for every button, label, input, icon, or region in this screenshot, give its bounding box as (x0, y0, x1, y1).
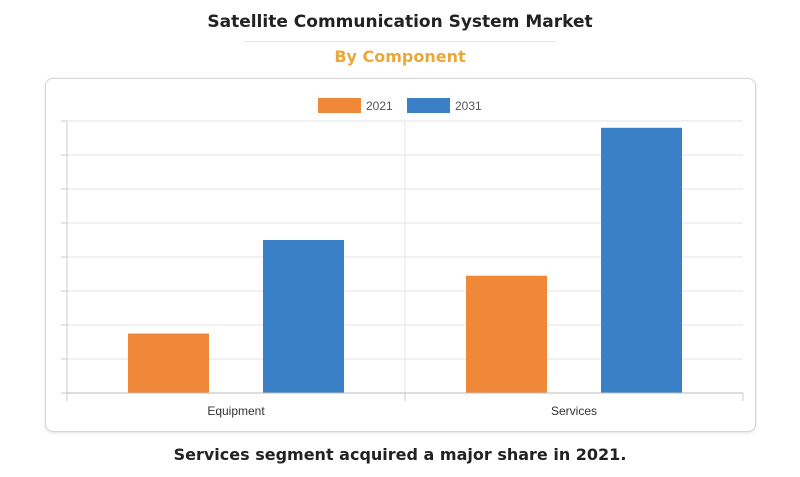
bar-equipment-2031 (263, 240, 344, 393)
bar-services-2021 (466, 275, 547, 393)
axes: Equipment Services (61, 120, 744, 418)
page-title: Satellite Communication System Market (207, 12, 593, 32)
legend: 2021 2031 (318, 98, 482, 113)
bar-services-2031 (601, 127, 682, 394)
bar-equipment-2021 (128, 333, 209, 393)
x-tick-label: Services (551, 404, 597, 418)
chart-card: Equipment Services 2021 2031 (45, 78, 756, 432)
legend-label-2021: 2021 (366, 99, 393, 113)
legend-swatch-2021 (318, 98, 361, 113)
page-subtitle: By Component (334, 47, 466, 66)
title-divider (244, 41, 556, 42)
legend-swatch-2031 (407, 98, 450, 113)
legend-label-2031: 2031 (455, 99, 482, 113)
bars (128, 127, 682, 394)
page-caption: Services segment acquired a major share … (173, 445, 627, 464)
bar-chart: Equipment Services 2021 2031 (61, 98, 744, 418)
x-tick-label: Equipment (207, 404, 265, 418)
